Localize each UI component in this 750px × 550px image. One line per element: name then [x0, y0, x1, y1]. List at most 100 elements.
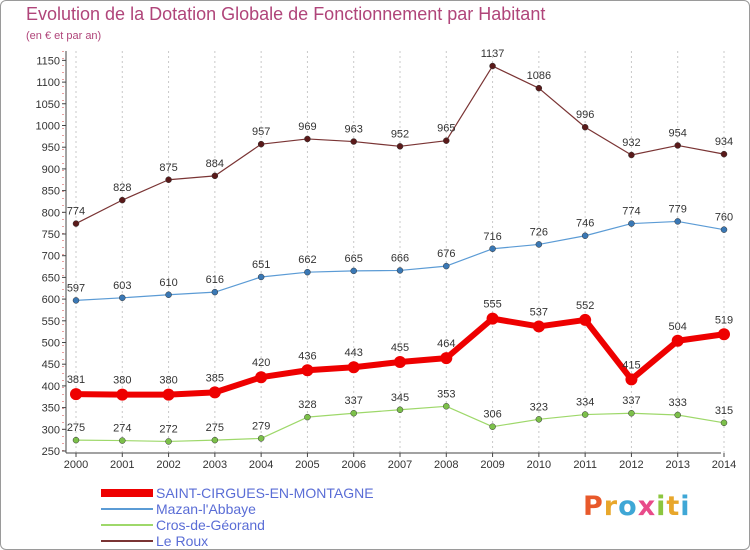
x-tick-label: 2001 — [110, 459, 134, 471]
data-label: 279 — [252, 420, 270, 432]
logo-letter: o — [618, 491, 638, 522]
data-point — [440, 352, 453, 365]
x-tick-label: 2013 — [665, 459, 689, 471]
data-label: 333 — [669, 397, 687, 409]
data-label: 884 — [206, 158, 224, 170]
data-label: 306 — [483, 409, 501, 421]
data-label: 323 — [530, 401, 548, 413]
data-label: 875 — [159, 162, 177, 174]
data-point — [625, 373, 638, 386]
chart-title: Evolution de la Dotation Globale de Fonc… — [26, 4, 546, 24]
data-point — [535, 416, 543, 423]
data-point — [674, 411, 681, 419]
legend-item: Cros-de-Géorand — [101, 517, 265, 533]
data-label: 275 — [67, 422, 85, 434]
data-point — [628, 220, 635, 227]
legend-swatch — [101, 508, 153, 510]
data-point — [211, 172, 219, 180]
y-tick-label: 1050 — [36, 99, 60, 111]
data-point — [489, 245, 496, 253]
y-tick-label: 250 — [42, 446, 60, 458]
data-label: 274 — [113, 423, 131, 435]
data-label: 337 — [622, 395, 640, 407]
data-point — [535, 84, 543, 92]
data-point — [208, 386, 221, 399]
data-label: 957 — [252, 126, 270, 138]
data-label: 1137 — [481, 48, 505, 60]
data-labels: 774 828 875 884 957 969 963 952 965 1137 1086 996 93… — [67, 48, 733, 435]
logo-letter: x — [637, 491, 657, 522]
legend-label: SAINT-CIRGUES-EN-MONTAGNE — [156, 485, 374, 501]
data-point — [579, 313, 592, 326]
data-label: 464 — [437, 338, 455, 350]
data-label: 552 — [576, 300, 594, 312]
data-point — [717, 328, 730, 341]
x-tick-label: 2010 — [527, 459, 551, 471]
data-label: 716 — [483, 231, 501, 243]
data-label: 345 — [391, 392, 409, 404]
data-label: 828 — [113, 182, 131, 194]
data-point — [70, 388, 82, 401]
logo-letter: r — [603, 491, 619, 522]
data-point — [301, 364, 314, 377]
data-label: 436 — [298, 350, 316, 362]
data-point — [350, 409, 357, 417]
legend-swatch — [101, 524, 153, 526]
data-label: 504 — [669, 321, 687, 333]
data-point — [119, 196, 126, 204]
data-point — [165, 176, 172, 183]
data-point — [532, 320, 545, 333]
data-point — [671, 334, 684, 347]
data-point — [486, 312, 499, 325]
legend-swatch — [101, 489, 153, 497]
y-tick-label: 1000 — [36, 121, 60, 133]
y-tick-label: 1150 — [36, 55, 60, 67]
x-axis-ticks: 2000 2001 2002 2003 2004 2005 2006 2007 2008 2009… — [64, 453, 736, 471]
x-tick-label: 2012 — [619, 459, 643, 471]
data-label: 779 — [669, 203, 687, 215]
data-label: 676 — [437, 248, 455, 260]
data-point — [165, 291, 172, 299]
data-label: 934 — [715, 136, 733, 148]
data-point — [211, 436, 219, 444]
y-axis-ticks: 250 300 350 400 450 500 550 600 650 700 750 800 850 9… — [36, 55, 66, 458]
data-label: 666 — [391, 252, 409, 264]
data-label: 616 — [206, 274, 224, 286]
y-tick-label: 850 — [42, 186, 60, 198]
y-tick-label: 350 — [42, 403, 60, 415]
data-label: 954 — [669, 127, 687, 139]
logo-letter: t — [666, 491, 681, 522]
y-tick-label: 650 — [42, 272, 60, 284]
legend-item: Le Roux — [101, 533, 208, 549]
y-tick-label: 1100 — [36, 77, 60, 89]
data-point — [720, 419, 728, 427]
data-label: 443 — [345, 347, 363, 359]
data-point — [443, 137, 450, 144]
legend-label: Le Roux — [156, 533, 209, 549]
data-point — [396, 267, 404, 274]
logo-letter: P — [583, 491, 604, 522]
data-point — [304, 135, 311, 143]
x-tick-label: 2000 — [64, 459, 88, 471]
data-label: 385 — [206, 372, 224, 384]
data-point — [162, 388, 175, 401]
data-point — [350, 267, 357, 275]
legend-label: Cros-de-Géorand — [156, 517, 265, 533]
chart-subtitle: (en € et par an) — [26, 30, 102, 42]
x-tick-label: 2002 — [156, 459, 180, 471]
data-label: 610 — [159, 277, 177, 289]
data-label: 774 — [622, 206, 640, 218]
proxiti-logo: Proxiti — [583, 491, 691, 522]
data-label: 380 — [113, 375, 131, 387]
data-point — [304, 413, 311, 421]
legend-item: SAINT-CIRGUES-EN-MONTAGNE — [101, 485, 374, 501]
data-point — [581, 411, 589, 418]
legend-item: Mazan-l'Abbaye — [101, 501, 256, 517]
data-label: 746 — [576, 218, 594, 230]
data-point — [257, 140, 265, 148]
data-point — [116, 388, 129, 401]
data-point — [581, 232, 589, 239]
legend-label: Mazan-l'Abbaye — [156, 501, 256, 517]
data-label: 455 — [391, 342, 409, 354]
